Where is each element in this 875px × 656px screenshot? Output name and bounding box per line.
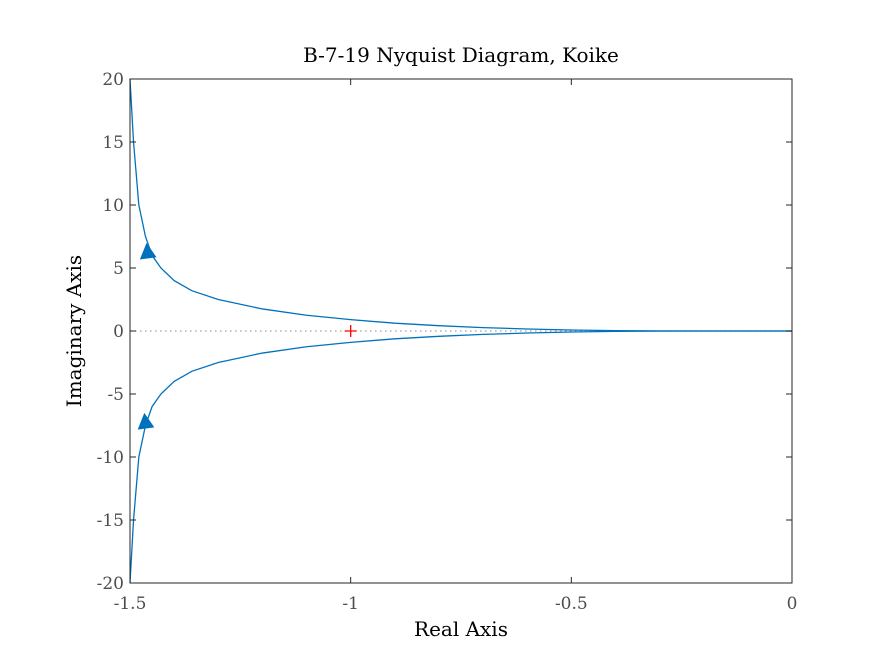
y-tick-label: -10 (97, 448, 124, 468)
y-tick-label: 15 (102, 133, 124, 153)
direction-arrow-2 (137, 412, 155, 430)
chart-title: B-7-19 Nyquist Diagram, Koike (303, 43, 619, 67)
y-tick-label: 10 (102, 196, 124, 216)
x-tick-label: -1.5 (114, 594, 147, 614)
y-ticks: 20 15 10 5 0 -5 -10 -15 -20 (97, 70, 792, 594)
series-group (129, 78, 792, 584)
y-tick-label: 0 (113, 322, 124, 342)
x-ticks: -1.5 -1 -0.5 0 (114, 79, 798, 614)
arrows-group (137, 242, 157, 430)
y-axis-label: Imaginary Axis (62, 255, 86, 407)
x-tick-label: -1 (342, 594, 359, 614)
critical-point-group (344, 325, 357, 337)
critical-point-marker (344, 325, 357, 337)
x-tick-label: -0.5 (555, 594, 588, 614)
y-tick-label: -20 (97, 574, 124, 594)
y-tick-label: -15 (97, 511, 124, 531)
y-tick-label: -5 (107, 385, 124, 405)
nyquist-branch-2 (129, 330, 792, 584)
x-axis-label: Real Axis (414, 617, 508, 641)
y-tick-label: 5 (113, 259, 124, 279)
y-tick-label: 20 (102, 70, 124, 90)
direction-arrow-1 (139, 242, 157, 260)
x-tick-label: 0 (787, 594, 798, 614)
